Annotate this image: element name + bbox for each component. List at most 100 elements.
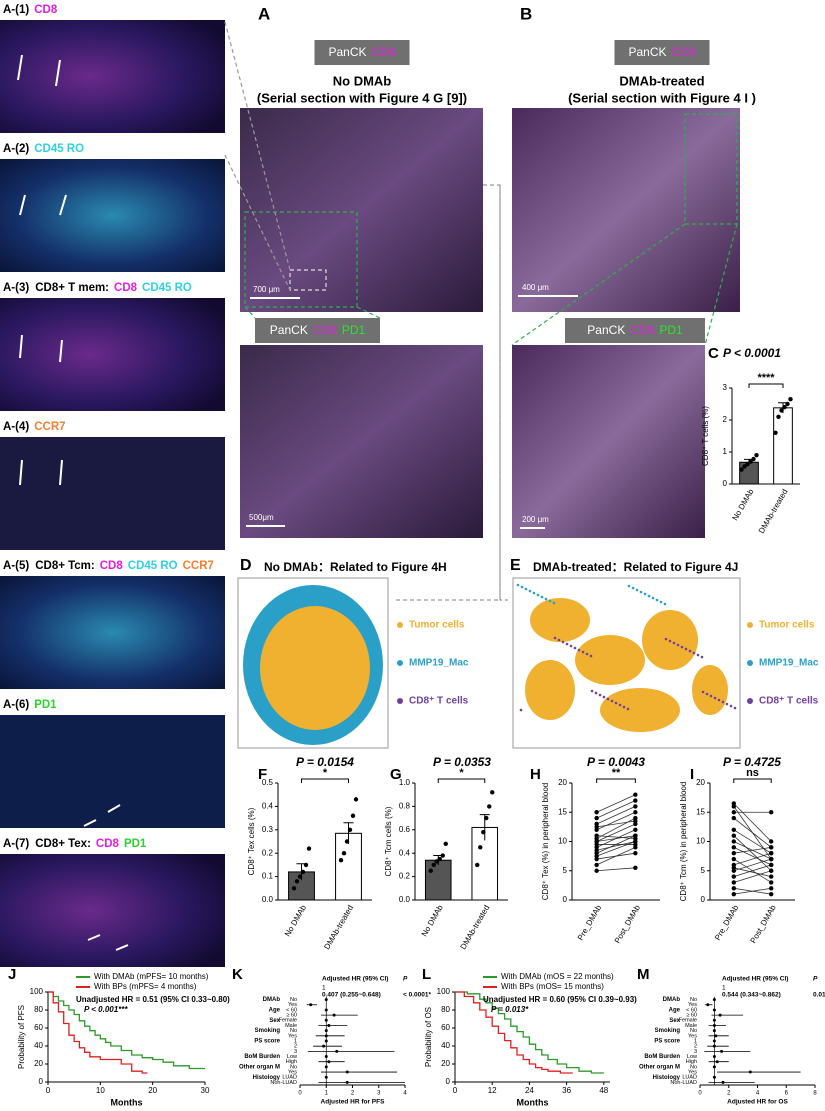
cell-dot [598,693,602,697]
pair-line [596,817,636,839]
y-tick-label: 0 [723,479,728,488]
pair-line [596,823,636,842]
chart-title: P = 0.0043 [587,755,645,769]
cell-dot [717,698,721,702]
panel-letter: J [8,966,16,983]
cell-dot [680,645,684,649]
panel-letter: M [637,966,650,983]
cell-dot [659,600,663,604]
cell-dot [520,585,524,589]
significance: ** [612,767,621,779]
y-tick-label: 3 [723,383,728,392]
significance-bracket [748,383,784,388]
micrograph [0,854,225,967]
y-axis-label: Probability of PFS [17,1005,26,1069]
hazard-ratio [714,1034,718,1038]
panel-letter: A [258,4,270,23]
marker-name: CD8 [114,282,138,294]
panel-letter: C [708,345,719,362]
hazard-ratio [720,1049,724,1053]
x-tick-label: Post_DMAb [613,903,642,945]
pair-line [733,858,772,872]
data-point [297,874,303,879]
marker-name: PD1 [34,699,57,711]
x-tick-label: 4 [403,1091,407,1097]
data-point [769,891,774,897]
cell-dot [676,643,680,647]
data-point [434,859,439,864]
row-level: No [290,1028,297,1034]
cell-dot [627,584,631,588]
data-point [773,430,778,435]
tile-prefix: CD8+ T mem: [35,282,109,294]
x-tick-label: 4 [756,1091,760,1097]
hazard-ratio [324,998,328,1002]
tile-prefix: CD8+ Tcm: [35,560,95,572]
legend-swatch [397,622,403,628]
annotation: 0.01* [813,992,825,999]
marker-name: CCR7 [183,560,214,572]
cell-dot [696,653,700,657]
annotation: Unadjusted HR = 0.60 (95% CI 0.39~0.93) [483,995,637,1004]
hazard-ratio [324,1008,328,1012]
data-point [594,815,599,821]
column-header: Adjusted HR (95% CI) [722,976,788,983]
micrograph [512,345,705,538]
data-point [731,851,736,856]
hazard-ratio [324,1034,328,1038]
panel-letter: I [690,766,694,783]
x-tick-label: 30 [201,1086,210,1095]
scale-label: 500μm [249,513,274,522]
data-point [594,810,599,815]
panel-title: No DMAb：Related to Figure 4H [264,560,447,574]
cell-dot [631,586,635,590]
scale-label: 200 μm [522,515,549,524]
row-level: Yes [288,1070,297,1076]
data-point [731,845,736,850]
y-tick-label: 5 [701,866,706,875]
data-point [291,886,297,891]
y-tick-label: 100 [30,987,44,996]
cell-dot [594,691,598,695]
cell-dot [733,706,737,710]
row-group: Histology [253,1075,281,1081]
row-level: No [290,997,297,1003]
spatial-map-region [260,606,370,730]
x-tick-label: 1 [325,1091,329,1097]
row-level: 3 [694,1049,697,1055]
y-tick-label: 15 [696,807,705,816]
panel-letter: G [390,766,402,783]
cell-dot [589,654,593,658]
cell-dot [552,601,556,605]
y-tick-label: 10 [696,837,705,846]
cell-dot [610,699,614,703]
cell-dot [713,696,717,700]
hazard-ratio [712,1039,716,1043]
bar [335,832,362,901]
data-point [754,453,759,458]
cell-dot [705,692,709,696]
cell-dot [540,595,544,599]
legend-label: CD8⁺ T cells [409,696,469,707]
badge [314,40,410,65]
tile-id: A-(5) [3,560,29,572]
bar [424,859,452,901]
tile-label: A-(5) CD8+ Tcm: CD8 CD45 RO CCR7 [3,560,214,572]
marker-name: PD1 [659,323,683,337]
tile-label: A-(6) PD1 [3,699,57,711]
data-point [731,833,736,838]
data-point [300,869,306,875]
y-tick-label: 0 [563,895,568,904]
pair-line [596,806,636,825]
cell-dot [709,694,713,698]
tile-id: A-(1) [3,4,29,16]
row-level: Yes [288,1033,297,1039]
data-point [769,845,774,850]
data-point [344,839,350,844]
significance-bracket [733,778,772,783]
y-axis-label: CD8⁺ T cells (%) [701,406,710,466]
significance-bracket [437,778,486,783]
data-point [594,862,599,868]
micrograph [0,715,225,828]
